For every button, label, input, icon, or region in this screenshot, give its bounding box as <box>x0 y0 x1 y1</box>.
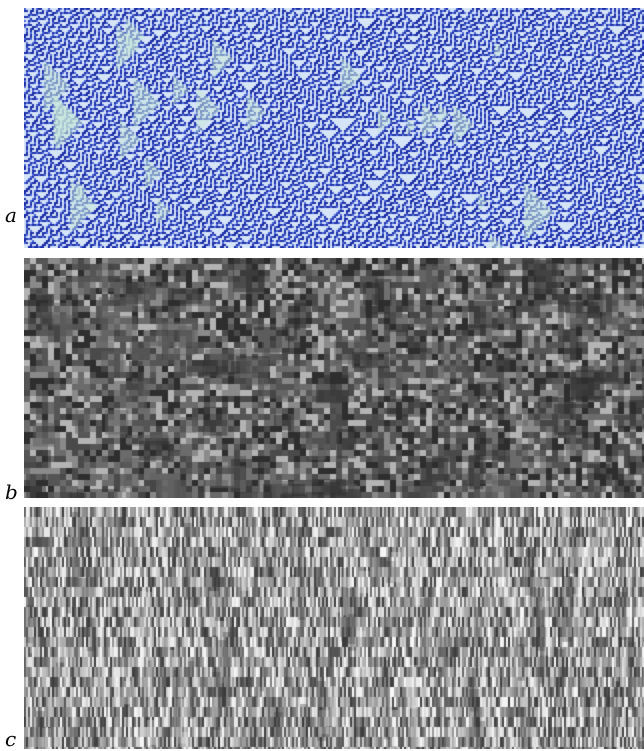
panel-c-label: c <box>5 727 17 751</box>
panel-c: c <box>0 507 644 749</box>
panel-c-image <box>24 507 644 749</box>
panel-a-label: a <box>5 203 17 227</box>
panel-b: b <box>0 256 644 504</box>
panel-a: a <box>0 0 644 248</box>
panel-b-image <box>24 258 644 498</box>
panel-b-label: b <box>5 480 18 504</box>
panel-a-image <box>24 8 644 248</box>
